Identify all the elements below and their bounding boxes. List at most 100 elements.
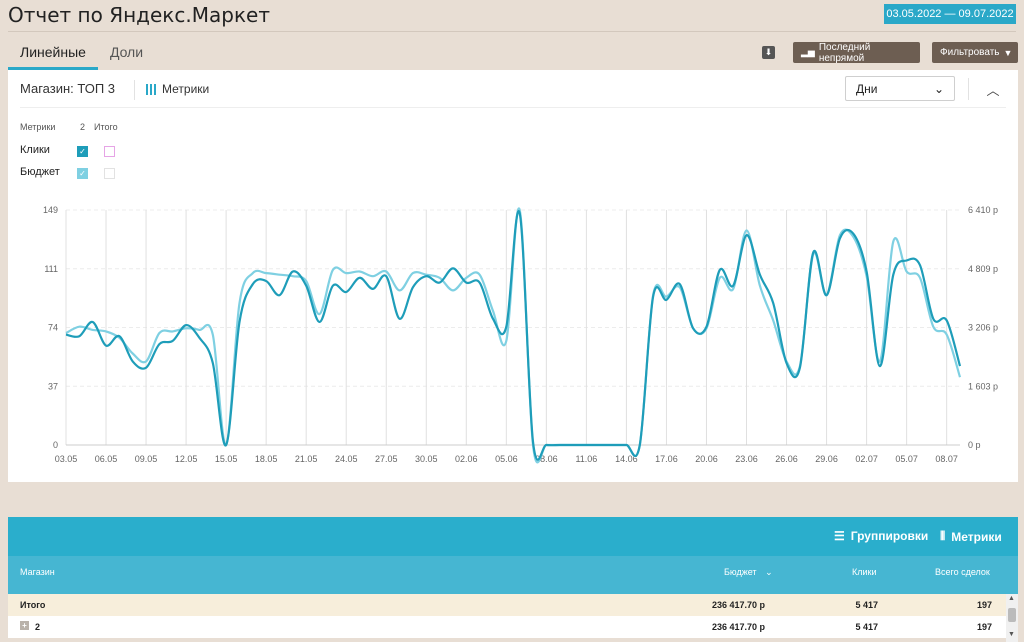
cell-deals: 197: [976, 600, 992, 610]
col-store[interactable]: Магазин: [20, 567, 55, 577]
x-tick-label: 02.06: [455, 454, 478, 464]
chart-metrics-button[interactable]: Метрики: [146, 82, 209, 96]
cell-name: Итого: [20, 600, 46, 610]
attribution-button[interactable]: ▂▅ Последний непрямой: [793, 41, 920, 64]
page-title: Отчет по Яндекс.Маркет: [8, 3, 270, 27]
x-tick-label: 26.06: [775, 454, 798, 464]
view-tabs: Линейные Доли: [8, 42, 155, 70]
download-icon[interactable]: ⬇: [762, 46, 775, 59]
groupings-button[interactable]: ☰ Группировки: [834, 529, 928, 543]
checkbox-budget-2[interactable]: ✓: [77, 168, 88, 179]
divider: [134, 80, 135, 100]
legend-col-2: 2: [80, 122, 86, 132]
x-tick-label: 20.06: [695, 454, 718, 464]
tab-shares[interactable]: Доли: [109, 44, 144, 60]
list-icon: ☰: [834, 529, 845, 543]
scroll-thumb[interactable]: [1008, 608, 1016, 622]
y-tick-right: 0 р: [968, 440, 981, 450]
x-tick-label: 14.06: [615, 454, 638, 464]
x-tick-label: 18.05: [255, 454, 278, 464]
x-tick-label: 05.07: [895, 454, 918, 464]
panel-divider: [20, 107, 1006, 108]
x-tick-label: 12.05: [175, 454, 198, 464]
x-tick-label: 05.06: [495, 454, 518, 464]
funnel-icon: ▼: [1003, 47, 1013, 58]
x-tick-label: 21.05: [295, 454, 318, 464]
x-tick-label: 15.05: [215, 454, 238, 464]
checkbox-clicks-total[interactable]: [104, 146, 115, 157]
col-clicks[interactable]: Клики: [852, 567, 877, 577]
legend-label-budget: Бюджет: [20, 166, 60, 178]
filter-label: Фильтровать: [940, 47, 1000, 58]
store-filter-label[interactable]: Магазин: ТОП 3: [20, 81, 116, 96]
groupings-label: Группировки: [850, 529, 929, 543]
table-toolbar: ☰ Группировки ⦀ Метрики: [8, 517, 1018, 556]
y-tick-left: 111: [44, 264, 58, 274]
checkbox-clicks-2[interactable]: ✓: [77, 146, 88, 157]
header-divider: [8, 31, 1016, 32]
collapse-chevron-up-icon[interactable]: ︿: [986, 82, 1000, 98]
cell-clicks: 5 417: [855, 600, 878, 610]
cell-name: 2: [35, 622, 41, 632]
y-tick-left: 149: [43, 205, 58, 215]
filter-button[interactable]: Фильтровать ▼: [932, 42, 1018, 63]
chart-metrics-label: Метрики: [162, 82, 210, 96]
y-tick-right: 1 603 р: [968, 381, 998, 391]
expand-plus-icon[interactable]: +: [20, 621, 29, 630]
x-tick-label: 30.05: [415, 454, 438, 464]
y-tick-right: 4 809 р: [968, 264, 998, 274]
period-select-value: Дни: [856, 81, 878, 96]
y-tick-left: 0: [53, 440, 58, 450]
table-scrollbar[interactable]: ▲ ▼: [1006, 594, 1018, 642]
legend-row-clicks: Клики ✓: [20, 144, 120, 160]
legend-col-metrics: Метрики: [20, 122, 56, 132]
series-line-clicks: [65, 209, 962, 461]
x-tick-label: 17.06: [655, 454, 678, 464]
checkbox-budget-total[interactable]: [104, 168, 115, 179]
x-tick-label: 08.06: [535, 454, 558, 464]
table-metrics-button[interactable]: ⦀ Метрики: [940, 529, 1002, 544]
legend-header: Метрики 2 Итого: [20, 122, 118, 132]
cell-budget: 236 417.70 р: [711, 600, 765, 610]
bar-chart-icon: ▂▅: [801, 47, 815, 57]
tab-linear[interactable]: Линейные: [8, 42, 98, 70]
legend-col-total: Итого: [94, 122, 118, 132]
col-budget-label: Бюджет: [724, 567, 757, 577]
table-row: + 2 236 417.70 р 5 417 197: [8, 616, 1018, 638]
chevron-down-icon: ⌄: [933, 81, 944, 96]
columns-icon: ⦀: [940, 529, 946, 543]
y-tick-left: 74: [48, 323, 58, 333]
sort-chevron-down-icon: ⌄: [765, 567, 773, 577]
y-tick-right: 3 206 р: [968, 323, 998, 333]
attribution-label: Последний непрямой: [818, 41, 871, 64]
legend-row-budget: Бюджет ✓: [20, 166, 120, 182]
line-chart: 0 0 р 37 1 603 р 74 3 206 р 111 4 809 р 149 6 410…: [43, 205, 998, 464]
report-table: ☰ Группировки ⦀ Метрики Магазин Бюджет ⌄…: [8, 517, 1018, 642]
divider: [968, 78, 969, 100]
y-tick-left: 37: [48, 381, 58, 391]
x-tick-label: 24.05: [335, 454, 358, 464]
table-row: Итого 236 417.70 р 5 417 197: [8, 594, 1018, 616]
scroll-down-icon[interactable]: ▼: [1008, 631, 1015, 638]
chart-panel: Магазин: ТОП 3 Метрики Дни ⌄ ︿ Метрики 2…: [8, 70, 1018, 482]
period-select[interactable]: Дни ⌄: [845, 76, 955, 101]
col-budget[interactable]: Бюджет ⌄: [724, 567, 773, 578]
x-tick-label: 09.05: [135, 454, 158, 464]
col-deals[interactable]: Всего сделок: [935, 567, 990, 577]
x-tick-label: 11.06: [575, 454, 597, 464]
date-range-picker[interactable]: 03.05.2022 — 09.07.2022: [884, 4, 1016, 24]
table-metrics-label: Метрики: [951, 529, 1002, 544]
columns-icon: [146, 83, 156, 95]
scroll-up-icon[interactable]: ▲: [1008, 595, 1015, 602]
x-tick-label: 23.06: [735, 454, 758, 464]
legend-label-clicks: Клики: [20, 144, 50, 156]
x-tick-label: 02.07: [855, 454, 878, 464]
table-header: Магазин Бюджет ⌄ Клики Всего сделок: [8, 556, 1018, 594]
x-tick-label: 29.06: [815, 454, 838, 464]
x-tick-label: 06.05: [95, 454, 118, 464]
y-tick-right: 6 410 р: [968, 205, 998, 215]
cell-deals: 197: [976, 622, 992, 632]
x-tick-label: 27.05: [375, 454, 398, 464]
cell-budget: 236 417.70 р: [711, 622, 765, 632]
cell-clicks: 5 417: [855, 622, 878, 632]
